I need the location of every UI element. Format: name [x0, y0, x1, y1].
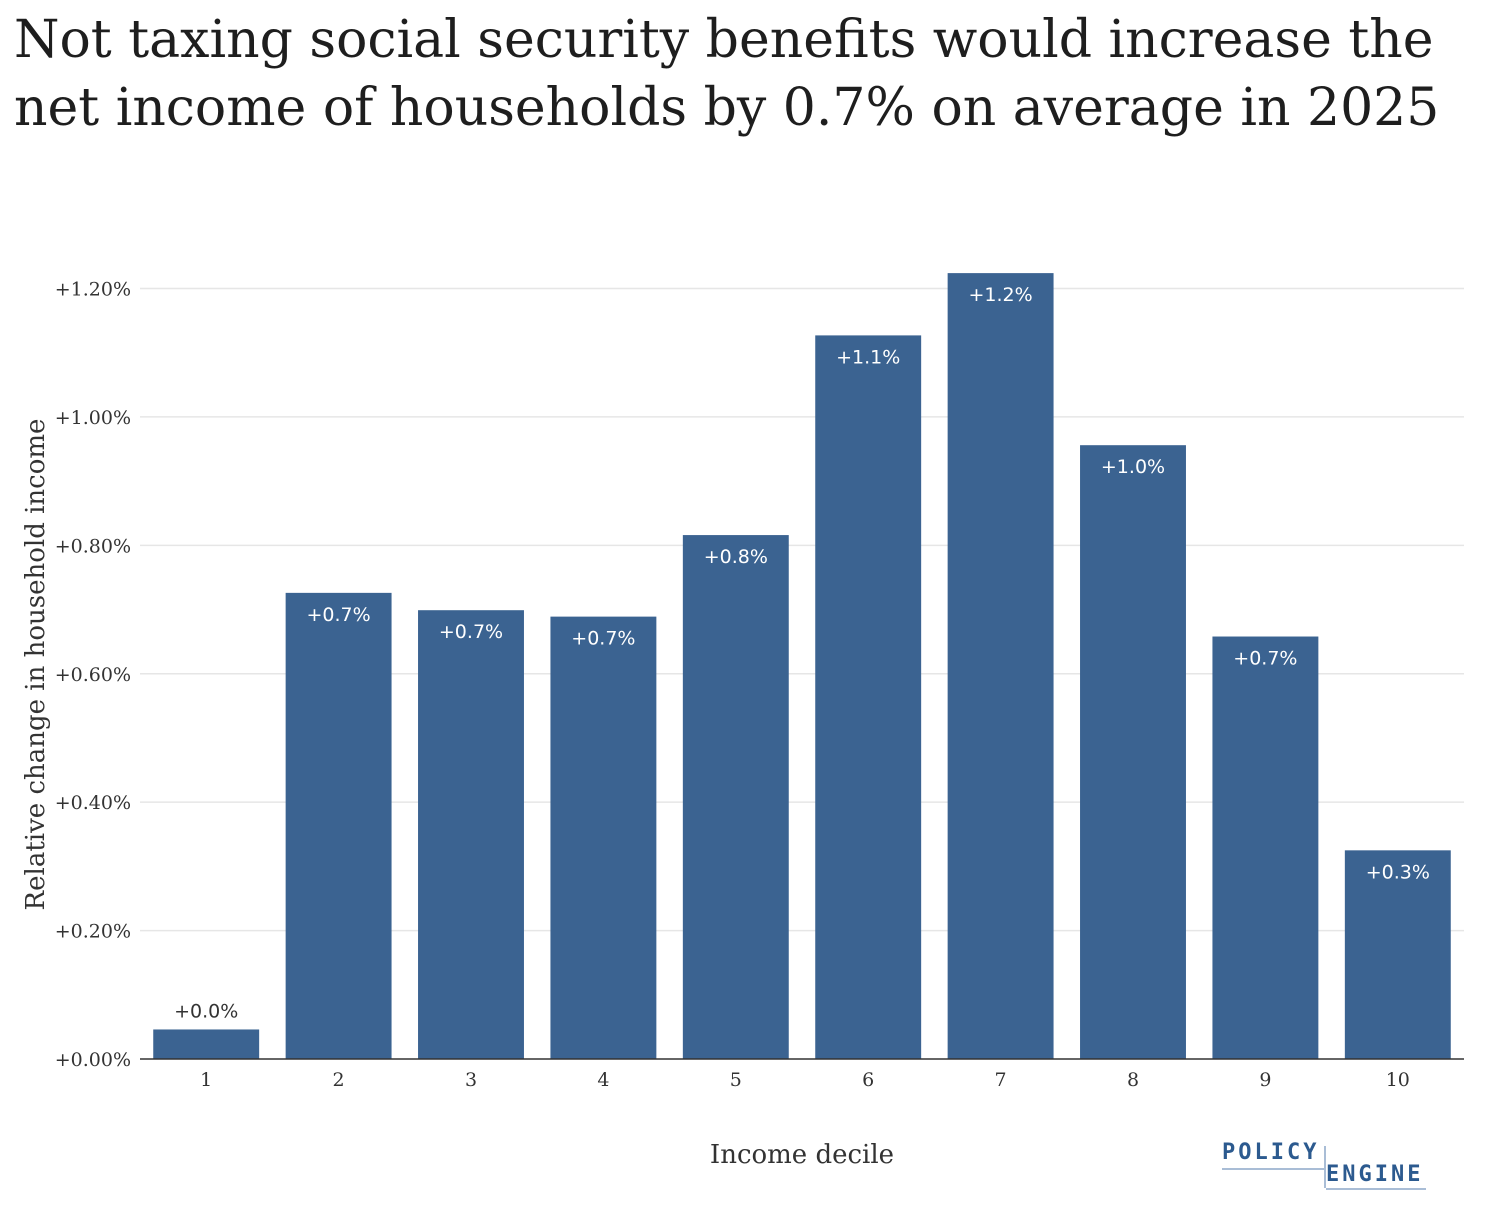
x-tick-label: 4	[597, 1069, 609, 1091]
x-tick-label: 10	[1386, 1069, 1410, 1091]
bar-decile-3	[418, 610, 524, 1059]
y-tick-label: +0.60%	[55, 664, 131, 686]
bar-decile-9	[1212, 636, 1319, 1059]
data-label: +0.0%	[174, 1000, 238, 1022]
data-label: +1.2%	[968, 284, 1032, 306]
bar-decile-4	[550, 616, 657, 1059]
bar-decile-2	[285, 592, 392, 1059]
x-tick-label: 5	[730, 1069, 742, 1091]
data-label: +1.1%	[836, 346, 900, 368]
logo-text-engine: ENGINE	[1326, 1162, 1424, 1187]
logo-line	[1326, 1188, 1426, 1190]
y-tick-label: +0.80%	[55, 535, 131, 557]
data-label: +0.7%	[1233, 648, 1297, 670]
data-labels: +0.0% +0.7% +0.7% +0.7% +0.8% +1.1% +1.2% +1.0%…	[174, 284, 1430, 1022]
y-tick-label: +1.00%	[55, 407, 131, 429]
x-tick-label: 7	[995, 1069, 1007, 1091]
y-axis-title: Relative change in household income	[21, 419, 51, 911]
x-tick-label: 9	[1259, 1069, 1271, 1091]
chart-title: Not taxing social security benefits woul…	[14, 10, 1440, 138]
y-tick-label: +0.00%	[55, 1049, 131, 1071]
x-tick-label: 1	[200, 1069, 212, 1091]
policyengine-logo: POLICY ENGINE	[1222, 1138, 1432, 1192]
logo-text-policy: POLICY	[1222, 1140, 1320, 1165]
x-tick-label: 6	[862, 1069, 874, 1091]
bar-decile-1	[153, 1029, 260, 1059]
y-tick-label: +0.20%	[55, 921, 131, 943]
x-tick-label: 3	[465, 1069, 477, 1091]
bar-decile-8	[1080, 445, 1186, 1060]
data-label: +0.7%	[439, 621, 503, 643]
y-axis-ticks: +0.00% +0.20% +0.40% +0.60% +0.80% +1.00% +1.2…	[55, 279, 131, 1071]
data-label: +0.8%	[704, 546, 768, 568]
data-label: +0.3%	[1366, 861, 1430, 883]
y-tick-label: +1.20%	[55, 279, 131, 301]
y-tick-label: +0.40%	[55, 792, 131, 814]
data-label: +1.0%	[1101, 456, 1165, 478]
bars	[153, 273, 1451, 1060]
x-tick-label: 2	[333, 1069, 345, 1091]
bar-decile-5	[682, 535, 789, 1059]
logo-line	[1222, 1168, 1326, 1170]
x-axis-ticks: 1 2 3 4 5 6 7 8 9 10	[200, 1069, 1410, 1091]
data-label: +0.7%	[306, 604, 370, 626]
logo-line	[1324, 1146, 1326, 1188]
bar-decile-7	[947, 273, 1054, 1060]
data-label: +0.7%	[571, 628, 635, 650]
x-axis-title: Income decile	[710, 1140, 894, 1170]
bar-decile-6	[815, 335, 922, 1060]
x-tick-label: 8	[1127, 1069, 1139, 1091]
bar-decile-10	[1344, 850, 1451, 1059]
